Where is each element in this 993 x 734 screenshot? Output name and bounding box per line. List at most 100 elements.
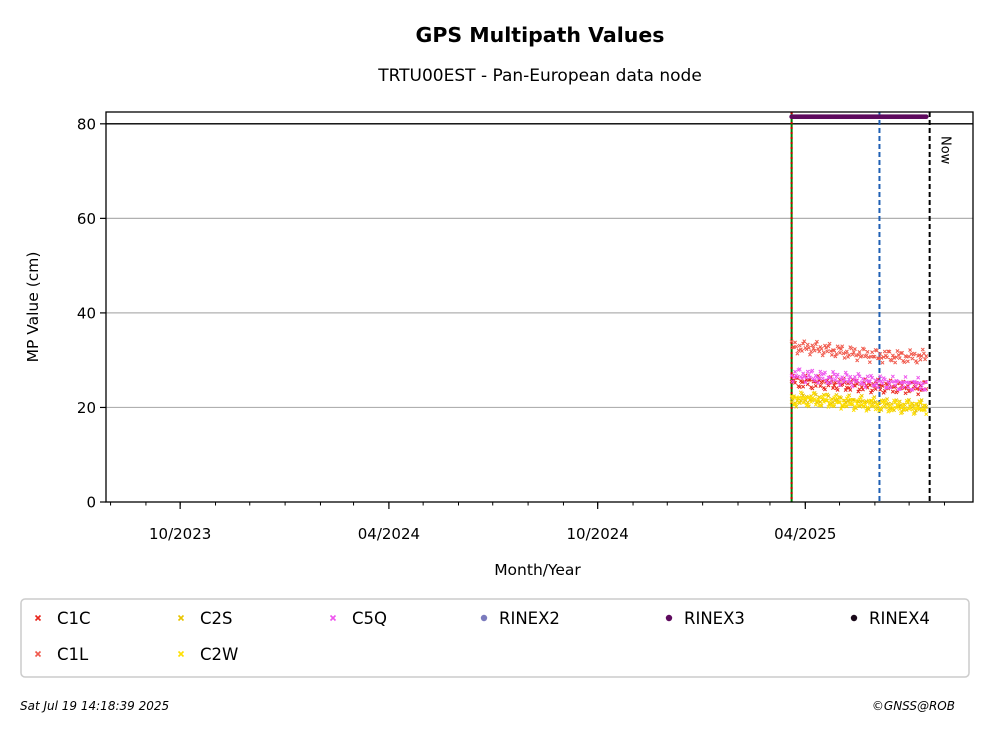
mp-point: [862, 347, 867, 352]
mp-point: [924, 379, 929, 384]
mp-point: [825, 349, 830, 354]
mp-point: [828, 349, 833, 354]
mp-point: [839, 406, 844, 411]
mp-point: [904, 380, 909, 385]
mp-point: [869, 404, 873, 409]
mp-point: [893, 384, 898, 389]
mp-point: [831, 369, 835, 374]
mp-point: [896, 387, 901, 392]
mp-point: [826, 375, 831, 380]
mp-point: [903, 406, 908, 411]
mp-point: [873, 387, 878, 392]
mp-point: [873, 399, 878, 404]
mp-point: [790, 395, 795, 400]
mp-point: [889, 408, 894, 413]
mp-point: [901, 385, 906, 390]
mp-point: [814, 375, 819, 380]
y-tick-label: 80: [77, 115, 96, 133]
mp-point: [796, 400, 801, 405]
mp-point: [848, 374, 853, 379]
mp-point: [820, 376, 825, 381]
mp-point: [806, 372, 811, 377]
mp-point: [923, 379, 928, 384]
mp-point: [813, 392, 818, 397]
mp-point: [890, 406, 895, 410]
mp-point: [844, 373, 849, 378]
series-c1l: [789, 339, 929, 365]
mp-point: [879, 398, 884, 403]
mp-point: [827, 402, 832, 407]
mp-point: [831, 403, 835, 408]
mp-point: [795, 376, 800, 381]
mp-point: [898, 411, 903, 416]
mp-point: [882, 388, 887, 393]
mp-point: [790, 345, 795, 350]
mp-point: [832, 383, 837, 388]
mp-point: [836, 395, 841, 400]
mp-point: [893, 360, 898, 365]
mp-point: [882, 349, 887, 354]
mp-point: [811, 346, 816, 351]
mp-point: [795, 374, 800, 379]
mp-point: [803, 380, 808, 385]
mp-point: [867, 379, 872, 384]
mp-point: [826, 404, 831, 409]
mp-point: [862, 400, 867, 405]
mp-point: [872, 383, 877, 388]
mp-point: [813, 342, 818, 347]
mp-point: [900, 350, 905, 355]
mp-point: [826, 394, 831, 398]
mp-point: [880, 360, 885, 365]
mp-point: [921, 403, 926, 408]
mp-point: [848, 387, 853, 392]
mp-point: [837, 383, 842, 388]
mp-point: [835, 387, 840, 392]
mp-point: [916, 392, 921, 397]
copyright: ©GNSS@ROB: [872, 699, 955, 713]
legend-label: C5Q: [352, 609, 387, 628]
mp-point: [918, 387, 923, 391]
mp-point: [885, 385, 890, 390]
mp-point: [869, 373, 873, 378]
mp-point: [870, 350, 875, 355]
mp-point: [877, 408, 882, 413]
mp-point: [857, 374, 862, 379]
mp-point: [895, 379, 900, 384]
mp-point: [801, 371, 806, 376]
mp-point: [890, 353, 895, 358]
mp-point: [827, 375, 832, 380]
legend-marker: [480, 614, 488, 622]
mp-point: [802, 396, 807, 401]
legend-item-rinex4: RINEX4: [850, 609, 930, 628]
mp-point: [854, 398, 858, 403]
mp-point: [879, 407, 884, 412]
mp-point: [919, 383, 924, 388]
mp-point: [874, 348, 879, 353]
mp-point: [872, 354, 877, 359]
mp-point: [898, 351, 903, 356]
mp-point: [810, 368, 815, 373]
mp-point: [837, 350, 842, 355]
mp-point: [825, 381, 830, 386]
mp-point: [796, 348, 801, 353]
mp-point: [834, 351, 839, 356]
y-tick-label: 20: [77, 399, 96, 417]
y-axis: 0 20 40 60 80: [77, 115, 106, 512]
mp-point: [890, 374, 895, 379]
legend-label: C2W: [200, 645, 238, 664]
mp-point: [860, 376, 865, 381]
mp-point: [850, 397, 855, 402]
mp-point: [855, 358, 860, 363]
mp-point: [808, 375, 812, 380]
mp-point: [913, 401, 918, 406]
mp-point: [890, 389, 895, 394]
mp-point: [924, 354, 929, 359]
mp-point: [823, 343, 827, 348]
plot-frame: [105, 111, 974, 503]
mp-point: [859, 353, 864, 358]
mp-point: [821, 399, 826, 404]
mp-point: [917, 353, 922, 358]
mp-point: [852, 347, 857, 351]
mp-point: [831, 386, 835, 391]
